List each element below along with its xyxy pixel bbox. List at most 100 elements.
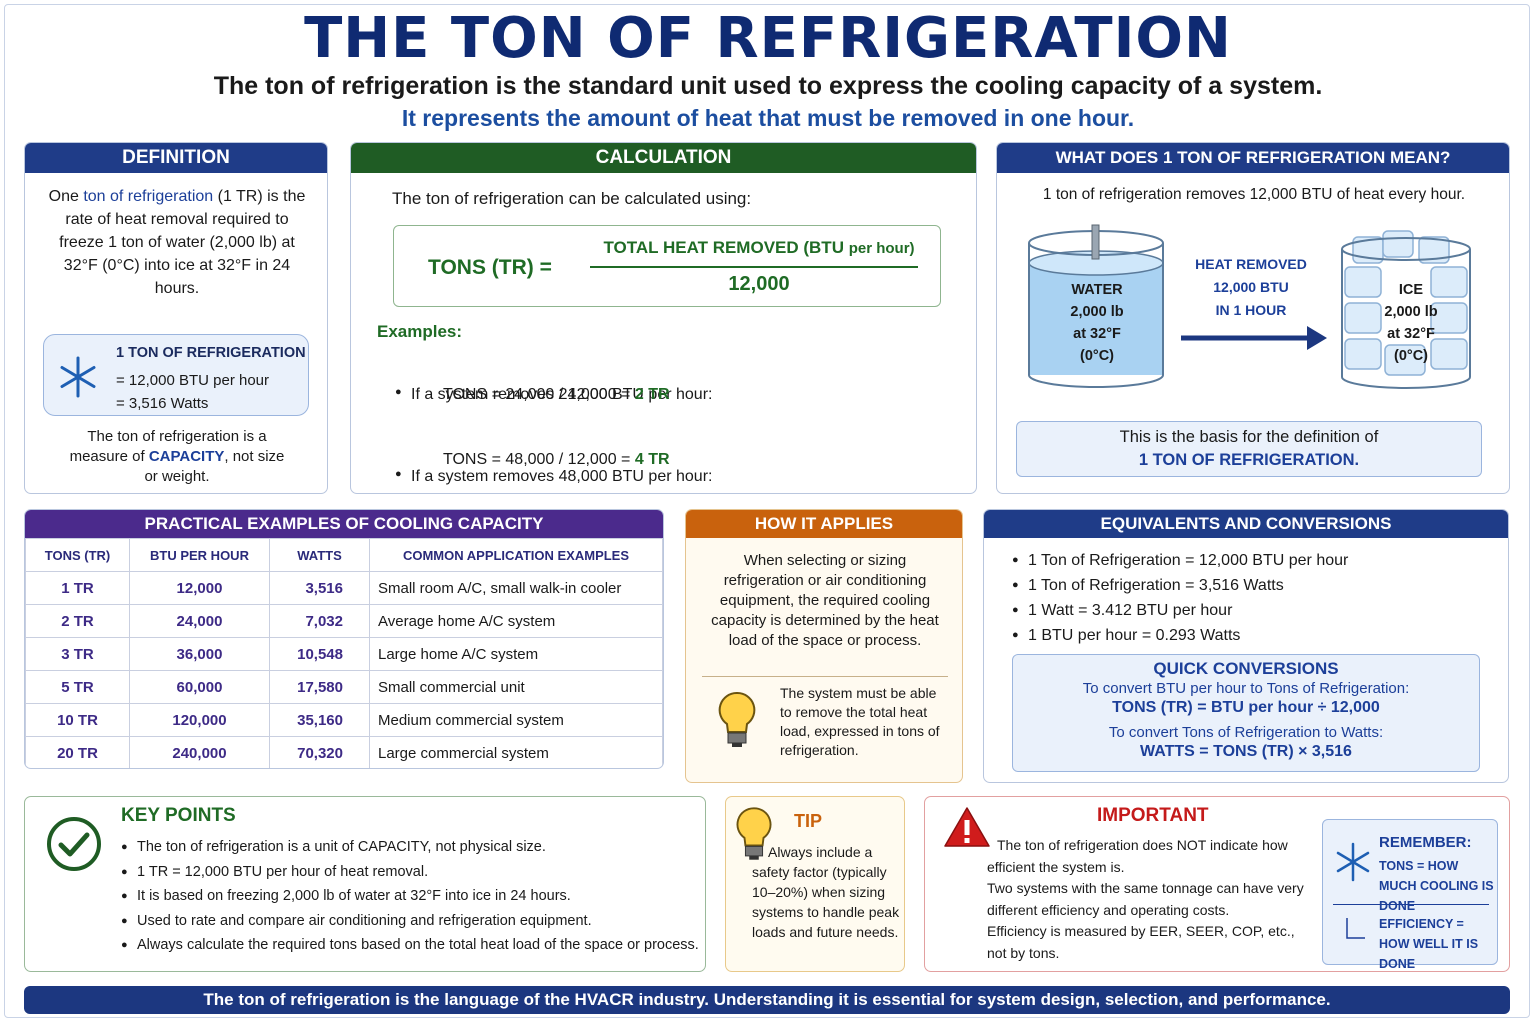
text: TOTAL HEAT REMOVED (BTU (603, 238, 844, 257)
rect-shape (1430, 266, 1468, 298)
rect-shape (1029, 263, 1163, 375)
rule-formula: WATTS = TONS (TR) × 3,516 (1140, 743, 1352, 760)
key-points-list: The ton of refrigeration is a unit of CA… (121, 835, 699, 958)
applies-tip: The system must be able to remove the to… (780, 685, 940, 758)
frame (4, 4, 1530, 1018)
header-row: TONS (TR) BTU PER HOUR WATTS COMMON APPLICA… (25, 538, 663, 572)
heading: IMPORTANT (1097, 805, 1209, 826)
line: The ton of refrigeration does NOT indica… (987, 837, 1288, 875)
line: 12,000 BTU (1213, 279, 1289, 295)
rect-shape (1344, 338, 1382, 370)
column-header: WATTS (269, 538, 370, 572)
table-row: 2 TR 24,000 7,032 Average home A/C system (25, 604, 663, 638)
item: It is based on freezing 2,000 lb of wate… (121, 884, 699, 909)
table-cell: 3 TR (25, 637, 130, 671)
heading: KEY POINTS (121, 805, 236, 826)
item: 1 Ton of Refrigeration = 12,000 BTU per … (1012, 548, 1348, 573)
box-title: 1 TON OF REFRIGERATION (116, 345, 306, 361)
line: at 32°F (1387, 326, 1435, 342)
line: HEAT REMOVED (1195, 256, 1307, 272)
item: 1 Watt = 3.412 BTU per hour (1012, 598, 1348, 623)
example-condition: If a system removes 24,000 BTU per hour: (395, 386, 976, 404)
path-shape (1341, 249, 1471, 389)
path-shape (1307, 326, 1327, 350)
rule-label: To convert Tons of Refrigeration to Watt… (1108, 724, 1384, 741)
tip-text: Always include a safety factor (typicall… (752, 844, 900, 940)
table-cell: Small commercial unit (369, 670, 663, 704)
heading: WHAT DOES 1 TON OF REFRIGERATION MEAN? (997, 143, 1509, 173)
line: 2,000 lb (1070, 304, 1124, 320)
table-cell: 17,580 (269, 670, 370, 704)
table-cell: 24,000 (129, 604, 270, 638)
important-text: The ton of refrigeration does NOT indica… (987, 835, 1307, 964)
text: One (48, 188, 84, 205)
table-cell: Average home A/C system (369, 604, 663, 638)
thead-shape: TONS (TR) BTU PER HOUR WATTS COMMON APPLICA… (25, 538, 663, 572)
line: IN 1 HOUR (1215, 302, 1287, 318)
rect-shape (732, 743, 742, 747)
subtitle: The ton of refrigeration is the standard… (213, 72, 1323, 100)
column-header: TONS (TR) (25, 538, 130, 572)
table-row: 10 TR 120,000 35,160 Medium commercial syst… (25, 703, 663, 737)
path-shape (1346, 918, 1365, 939)
line: (0°C) (1080, 348, 1114, 364)
line: 2,000 lb (1384, 304, 1438, 320)
table-cell: 240,000 (129, 736, 270, 768)
important-panel: IMPORTANT The ton of refrigeration does … (924, 796, 1510, 972)
label: ICE (1398, 282, 1424, 298)
denominator: 12,000 (728, 273, 790, 295)
rule-formula: TONS (TR) = BTU per hour ÷ 12,000 (1112, 699, 1380, 716)
rect-shape (1384, 344, 1426, 376)
definition-text: One ton of refrigeration (1 TR) is the r… (45, 185, 309, 300)
key-points-panel: KEY POINTS The ton of refrigeration is a… (24, 796, 706, 972)
snowflake-icon (60, 356, 96, 398)
item: 1 BTU per hour = 0.293 Watts (1012, 623, 1348, 648)
table-cell: Large home A/C system (369, 637, 663, 671)
tr-box: 1 TON OF REFRIGERATION = 12,000 BTU per … (43, 334, 309, 416)
title: THE TON OF REFRIGERATION (304, 6, 1232, 71)
line: (0°C) (1394, 348, 1428, 364)
remember-item: EFFICIENCY = HOW WELL IT IS DONE (1379, 917, 1479, 971)
water-label: WATER 2,000 lb at 32°F (0°C) (1049, 279, 1145, 367)
rect-shape (727, 732, 747, 744)
path-shape (1028, 243, 1164, 388)
table-row: 1 TR 12,000 3,516 Small room A/C, small wal… (25, 571, 663, 605)
item: 1 TR = 12,000 BTU per hour of heat remov… (121, 860, 699, 885)
numerator: TOTAL HEAT REMOVED (BTU per hour) (594, 238, 924, 258)
unit: per hour) (848, 240, 915, 257)
table-row: 20 TR 240,000 70,320 Large commercial syste… (25, 736, 663, 768)
remember-box: REMEMBER: TONS = HOW MUCH COOLING IS DON… (1322, 819, 1498, 971)
table-cell: 70,320 (269, 736, 370, 768)
path-shape (58, 832, 90, 857)
rect-shape (1344, 302, 1382, 334)
rect-shape (1091, 224, 1100, 260)
check-icon (47, 817, 101, 871)
equation: TONS = 24,000 / 12,000 = (443, 386, 631, 403)
g-shape (1336, 842, 1370, 882)
example-condition: If a system removes 48,000 BTU per hour: (395, 468, 976, 486)
path-shape (736, 807, 772, 847)
table-cell: 2 TR (25, 604, 130, 638)
text: , not size or weight. (144, 448, 285, 485)
text: (1 TR) is the rate of heat removal requi… (59, 188, 306, 297)
item: Always calculate the required tons based… (121, 933, 699, 958)
rect-shape (964, 838, 970, 843)
warning-icon (944, 807, 990, 847)
remember-title: REMEMBER: (1379, 834, 1472, 851)
arrow-label: HEAT REMOVED 12,000 BTU IN 1 HOUR (1181, 253, 1321, 322)
example-equation: TONS = 48,000 / 12,000 = 4 TR (443, 451, 670, 469)
equivalents-list: 1 Ton of Refrigeration = 12,000 BTU per … (1012, 548, 1348, 648)
examples-label: Examples: (377, 322, 463, 341)
table-cell: 12,000 (129, 571, 270, 605)
fraction-line (590, 266, 918, 268)
emphasis: 1 TON OF REFRIGERATION. (1138, 451, 1360, 469)
table-cell: 35,160 (269, 703, 370, 737)
box-lines: = 12,000 BTU per hour = 3,516 Watts (116, 369, 269, 415)
rect-shape (749, 855, 759, 860)
item: 1 Ton of Refrigeration = 3,516 Watts (1012, 573, 1348, 598)
rect-shape (1382, 230, 1414, 258)
rule-label: To convert BTU per hour to Tons of Refri… (1082, 680, 1410, 697)
item: The ton of refrigeration is a unit of CA… (121, 835, 699, 860)
line-shape (1336, 851, 1370, 873)
